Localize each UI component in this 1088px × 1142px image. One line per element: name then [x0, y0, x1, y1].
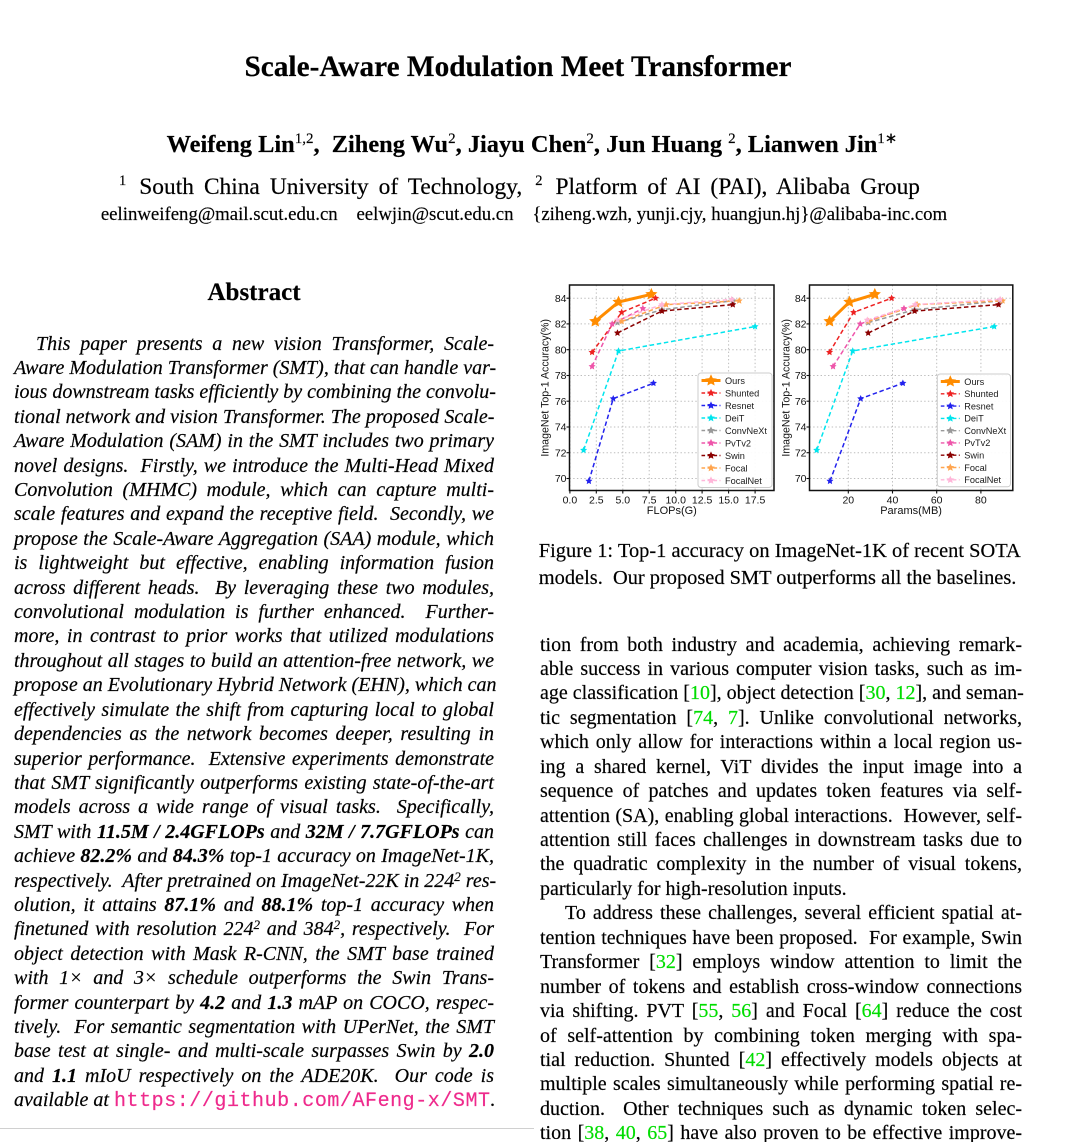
svg-text:80: 80 [795, 344, 807, 356]
svg-text:DeiT: DeiT [964, 414, 984, 424]
svg-text:ImageNet Top-1 Accuracy(%): ImageNet Top-1 Accuracy(%) [781, 319, 793, 457]
svg-text:40: 40 [887, 495, 899, 507]
svg-text:2.5: 2.5 [589, 495, 604, 507]
svg-text:Focal: Focal [725, 463, 747, 473]
svg-text:10.0: 10.0 [665, 495, 686, 507]
svg-text:82: 82 [555, 319, 567, 331]
svg-text:FocalNet: FocalNet [725, 476, 762, 486]
svg-text:80: 80 [975, 495, 987, 507]
svg-text:Swin: Swin [964, 451, 984, 461]
svg-text:Swin: Swin [725, 451, 745, 461]
svg-text:74: 74 [555, 422, 567, 434]
svg-text:Shunted: Shunted [725, 388, 759, 398]
svg-text:Ours: Ours [964, 377, 984, 387]
svg-text:Params(MB): Params(MB) [880, 505, 942, 517]
svg-text:ConvNeXt: ConvNeXt [725, 426, 767, 436]
svg-text:74: 74 [795, 422, 807, 434]
svg-text:15.0: 15.0 [718, 495, 739, 507]
svg-text:76: 76 [555, 396, 567, 408]
svg-text:0.0: 0.0 [563, 495, 578, 507]
svg-text:Ours: Ours [725, 376, 745, 386]
svg-text:7.5: 7.5 [642, 495, 657, 507]
svg-text:20: 20 [842, 495, 854, 507]
svg-text:17.5: 17.5 [745, 495, 766, 507]
svg-text:78: 78 [795, 370, 807, 382]
svg-text:Resnet: Resnet [725, 401, 755, 411]
svg-text:Shunted: Shunted [964, 389, 998, 399]
svg-text:60: 60 [931, 495, 943, 507]
svg-text:70: 70 [555, 473, 567, 485]
svg-text:Focal: Focal [964, 463, 986, 473]
svg-text:70: 70 [795, 473, 807, 485]
svg-text:FocalNet: FocalNet [964, 475, 1001, 485]
svg-text:82: 82 [795, 319, 807, 331]
svg-text:84: 84 [795, 293, 807, 305]
svg-text:Resnet: Resnet [964, 401, 994, 411]
svg-text:ImageNet Top-1 Accuracy(%): ImageNet Top-1 Accuracy(%) [540, 319, 552, 457]
svg-text:FLOPs(G): FLOPs(G) [647, 505, 697, 517]
svg-text:72: 72 [555, 447, 567, 459]
svg-text:80: 80 [555, 344, 567, 356]
svg-text:72: 72 [795, 447, 807, 459]
svg-text:ConvNeXt: ConvNeXt [964, 426, 1006, 436]
svg-text:76: 76 [795, 396, 807, 408]
svg-text:PvTv2: PvTv2 [964, 438, 990, 448]
svg-text:84: 84 [555, 293, 567, 305]
svg-text:DeiT: DeiT [725, 413, 745, 423]
svg-text:5.0: 5.0 [615, 495, 630, 507]
svg-text:12.5: 12.5 [692, 495, 713, 507]
svg-text:78: 78 [555, 370, 567, 382]
svg-text:PvTv2: PvTv2 [725, 438, 751, 448]
